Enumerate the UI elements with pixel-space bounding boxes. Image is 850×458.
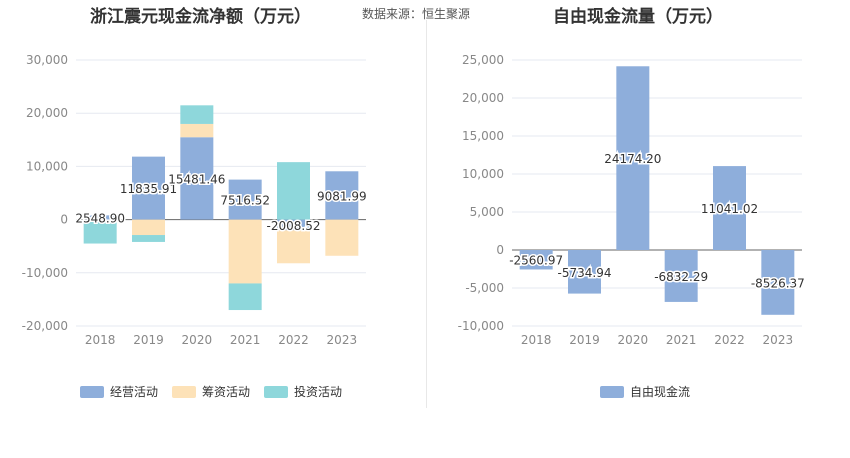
x-tick-label: 2023: [327, 333, 358, 347]
legend-item[interactable]: 筹资活动: [172, 383, 250, 400]
legend-label: 投资活动: [294, 385, 343, 399]
data-label: -5734.94: [558, 266, 612, 280]
right-chart-title: 自由现金流量（万元）: [553, 7, 723, 27]
y-tick-label: 20,000: [26, 106, 68, 120]
bar-自由现金流-2023: [761, 250, 795, 315]
left-chart-title: 浙江震元现金流净额（万元）: [90, 7, 311, 27]
x-tick-label: 2018: [521, 333, 552, 347]
bar-经营活动-2019: [132, 156, 165, 220]
right-chart-legend: 自由现金流: [600, 383, 690, 400]
x-tick-label: 2022: [278, 333, 309, 347]
legend-label: 经营活动: [110, 385, 159, 399]
legend-item[interactable]: 经营活动: [80, 383, 158, 400]
data-label: 15481.46: [168, 172, 225, 186]
bar-经营活动-2021: [228, 179, 262, 220]
bar-自由现金流-2020: [616, 66, 650, 250]
data-label: -6832.29: [654, 270, 708, 284]
x-tick-label: 2023: [763, 333, 794, 347]
bar-投资活动-2021: [228, 283, 262, 311]
x-tick-label: 2019: [133, 333, 164, 347]
x-tick-label: 2020: [618, 333, 649, 347]
legend-item[interactable]: 自由现金流: [600, 383, 690, 400]
y-tick-label: 0: [496, 243, 504, 257]
y-tick-label: -20,000: [22, 319, 68, 333]
x-tick-label: 2019: [569, 333, 600, 347]
bar-筹资活动-2023: [325, 219, 359, 256]
y-tick-label: -10,000: [458, 319, 504, 333]
bar-筹资活动-2019: [132, 219, 165, 236]
y-tick-label: 0: [60, 213, 68, 227]
bar-筹资活动-2020: [180, 123, 214, 138]
x-tick-label: 2022: [714, 333, 745, 347]
bar-投资活动-2020: [180, 105, 214, 124]
x-tick-label: 2021: [666, 333, 697, 347]
legend-swatch: [264, 385, 289, 398]
data-label: -8526.37: [751, 276, 805, 290]
legend-swatch: [600, 385, 624, 398]
bar-投资活动-2022: [277, 162, 310, 220]
data-label: 2548.90: [75, 211, 125, 225]
left-chart-legend: 经营活动 筹资活动 投资活动: [80, 383, 342, 400]
legend-swatch: [172, 385, 197, 398]
data-label: 7516.52: [220, 194, 270, 208]
x-tick-label: 2021: [230, 333, 261, 347]
y-tick-label: 15,000: [462, 129, 504, 143]
bar-经营活动-2023: [325, 171, 359, 220]
x-tick-label: 2018: [85, 333, 116, 347]
y-tick-label: -10,000: [22, 266, 68, 280]
bar-筹资活动-2021: [228, 219, 262, 284]
data-label: 24174.20: [604, 152, 661, 166]
bar-经营活动-2018: [83, 215, 117, 220]
y-tick-label: 10,000: [462, 167, 504, 181]
y-tick-label: 20,000: [462, 91, 504, 105]
legend-label: 筹资活动: [202, 385, 251, 399]
y-tick-label: 30,000: [26, 53, 68, 67]
panel-divider: [426, 20, 427, 408]
legend-item[interactable]: 投资活动: [264, 383, 342, 400]
legend-swatch: [80, 385, 104, 398]
data-source-note: 数据来源：恒生聚源: [362, 7, 471, 21]
y-tick-label: 25,000: [462, 53, 504, 67]
data-label: 9081.99: [317, 189, 367, 203]
legend-label: 自由现金流: [630, 385, 691, 399]
bar-经营活动-2022: [277, 219, 310, 231]
bar-自由现金流-2019: [568, 250, 601, 294]
y-tick-label: 10,000: [26, 159, 68, 173]
data-label: 11041.02: [701, 202, 758, 216]
y-tick-label: 5,000: [470, 205, 504, 219]
data-label: 11835.91: [120, 182, 177, 196]
bar-经营活动-2020: [180, 137, 214, 220]
bar-自由现金流-2018: [519, 250, 553, 270]
y-tick-label: -5,000: [465, 281, 504, 295]
bar-自由现金流-2022: [713, 166, 746, 250]
bar-投资活动-2018: [83, 220, 117, 244]
bar-投资活动-2019: [132, 235, 165, 242]
bar-筹资活动-2018: [83, 219, 117, 221]
data-label: -2560.97: [509, 254, 563, 268]
x-tick-label: 2020: [182, 333, 213, 347]
bar-筹资活动-2022: [277, 230, 310, 264]
bar-自由现金流-2021: [664, 250, 698, 302]
data-label: -2008.52: [267, 219, 321, 233]
